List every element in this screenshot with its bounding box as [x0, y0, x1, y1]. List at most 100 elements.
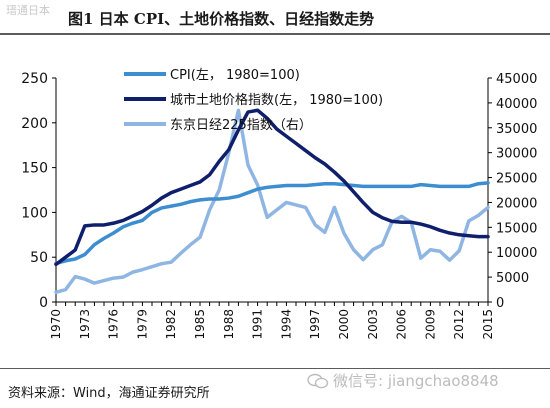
left-axis-tick-label: 100 [21, 205, 48, 221]
right-axis-tick-label: 10000 [496, 246, 537, 261]
data-point [333, 170, 336, 173]
data-point [438, 185, 441, 188]
data-point [74, 275, 77, 278]
series-line [54, 108, 490, 267]
data-point [54, 263, 57, 266]
data-point [122, 219, 125, 222]
data-point [112, 231, 115, 234]
data-point [400, 185, 403, 188]
data-point [208, 208, 211, 211]
data-point [486, 181, 489, 184]
right-axis-tick-label: 15000 [496, 221, 537, 236]
data-point [400, 221, 403, 224]
right-axis-tick-label: 5000 [496, 271, 529, 286]
data-point [131, 222, 134, 225]
data-point [294, 142, 297, 145]
data-point [381, 185, 384, 188]
left-axis-tick-label: 250 [21, 71, 48, 87]
data-point [141, 268, 144, 271]
data-point [371, 248, 374, 251]
data-point [160, 196, 163, 199]
data-point [189, 243, 192, 246]
data-point [429, 184, 432, 187]
data-point [266, 216, 269, 219]
data-point [93, 243, 96, 246]
data-point [294, 184, 297, 187]
data-point [381, 216, 384, 219]
data-point [429, 248, 432, 251]
data-point [458, 233, 461, 236]
data-point [74, 257, 77, 260]
right-axis-tick-label: 25000 [496, 172, 537, 187]
data-point [208, 173, 211, 176]
data-point [342, 232, 345, 235]
data-point [256, 183, 259, 186]
series-line [54, 181, 490, 266]
data-point [237, 109, 240, 112]
x-axis-tick-label: 1988 [222, 309, 236, 340]
legend: CPI(左， 1980=100) 城市土地价格指数(左， 1980=100) 东京日… [124, 68, 383, 133]
data-point [486, 235, 489, 238]
right-axis-tick-label: 20000 [496, 196, 537, 211]
data-point [246, 191, 249, 194]
data-point [314, 223, 317, 226]
x-axis-tick-label: 2003 [366, 309, 380, 340]
data-point [342, 179, 345, 182]
data-point [218, 197, 221, 200]
data-point [371, 211, 374, 214]
data-point [227, 148, 230, 151]
data-point [179, 203, 182, 206]
right-axis-tick-label: 35000 [496, 122, 537, 137]
data-point [477, 214, 480, 217]
data-point [410, 221, 413, 224]
data-point [179, 188, 182, 191]
data-point [150, 204, 153, 207]
left-axis-tick-label: 150 [21, 161, 48, 177]
data-point [381, 243, 384, 246]
data-point [93, 223, 96, 226]
left-axis-tick-label: 200 [21, 116, 48, 132]
data-point [410, 185, 413, 188]
data-point [102, 237, 105, 240]
data-point [371, 185, 374, 188]
data-point [352, 248, 355, 251]
data-point [189, 184, 192, 187]
data-point [304, 184, 307, 187]
data-point [285, 201, 288, 204]
data-point [458, 185, 461, 188]
series-1 [54, 108, 490, 267]
data-point [266, 186, 269, 189]
data-point [256, 109, 259, 112]
data-point [458, 249, 461, 252]
data-point [93, 281, 96, 284]
data-point [170, 205, 173, 208]
data-point [160, 206, 163, 209]
data-point [477, 235, 480, 238]
data-point [141, 219, 144, 222]
data-point [112, 222, 115, 225]
footer-divider [0, 368, 550, 369]
data-point [256, 188, 259, 191]
data-point [438, 229, 441, 232]
data-point [131, 271, 134, 274]
data-point [74, 248, 77, 251]
wechat-icon [307, 373, 329, 389]
data-point [83, 278, 86, 281]
data-point [314, 183, 317, 186]
chart: 0 50 100 150 200 250 0 5000 10000 15000 20000 25000… [21, 68, 537, 340]
data-point [102, 223, 105, 226]
data-point [189, 200, 192, 203]
data-point [390, 185, 393, 188]
x-axis-tick-label: 1976 [107, 309, 121, 340]
plot-area [54, 108, 490, 295]
data-point [352, 190, 355, 193]
data-point [285, 184, 288, 187]
x-axis-tick-label: 1982 [164, 309, 178, 340]
data-point [304, 206, 307, 209]
x-axis-tick-label: 2012 [452, 309, 466, 340]
data-point [467, 185, 470, 188]
data-point [102, 279, 105, 282]
right-axis-tick-label: 40000 [496, 97, 537, 112]
data-point [275, 185, 278, 188]
data-point [246, 164, 249, 167]
